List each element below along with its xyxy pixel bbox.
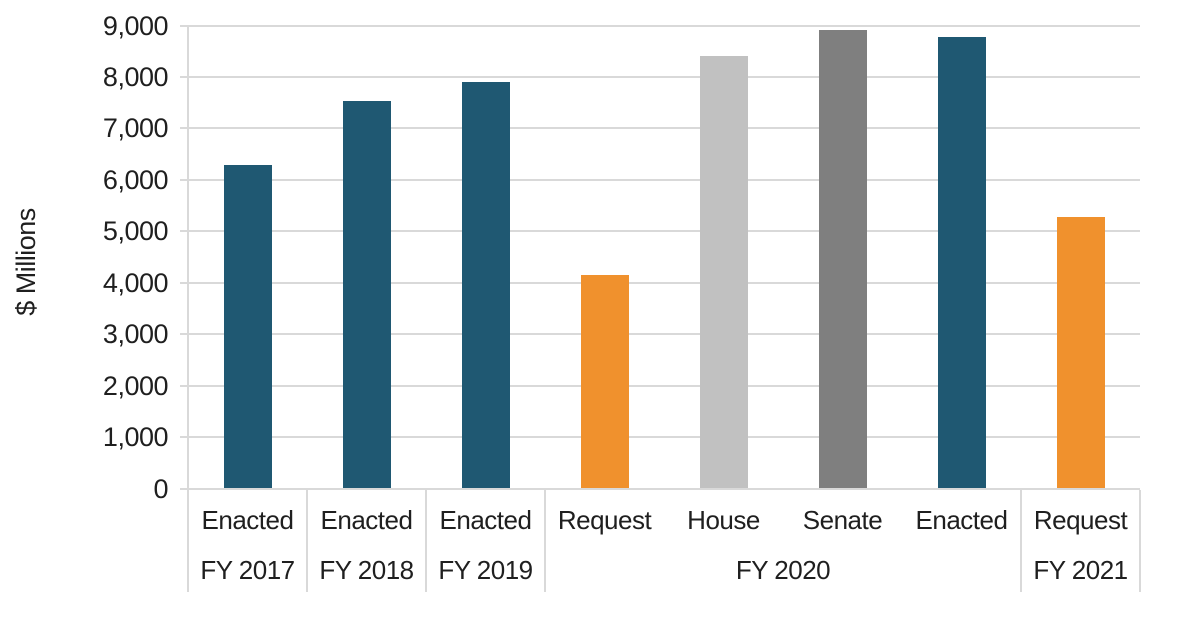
bar-enacted-1 [223,164,272,489]
category-label: Senate [802,505,883,535]
category-label: Request [1033,505,1128,535]
bar-enacted-2 [342,101,391,489]
y-tick-label: 1,000 [102,422,169,453]
y-tick-label: 2,000 [102,370,169,401]
gridline-8000 [180,75,1140,78]
group-label: FY 2019 [438,555,533,585]
gridline-6000 [180,178,1140,181]
category-label: Enacted [439,505,532,535]
group-label: FY 2021 [1033,555,1128,585]
y-tick-label: 8,000 [102,61,169,92]
gridline-3000 [180,333,1140,336]
y-tick-label: 4,000 [102,267,169,298]
gridline-9000 [180,24,1140,27]
gridline-7000 [180,127,1140,130]
axis-band-divider [425,490,427,592]
gridline-0 [180,487,1140,490]
axis-band-divider [187,490,189,592]
group-label: FY 2020 [735,555,831,585]
axis-band-divider [1139,490,1141,592]
axis-band-divider [306,490,308,592]
bar-request-8 [1056,216,1105,489]
bar-senate-6 [818,29,867,489]
group-label: FY 2018 [319,555,414,585]
y-axis-title: $ Millions [11,208,41,316]
y-tick-label: 9,000 [102,10,169,41]
category-label: House [687,505,760,535]
gridline-4000 [180,281,1140,284]
gridline-5000 [180,230,1140,233]
group-label: FY 2017 [200,555,295,585]
y-axis-line [187,25,189,490]
bar-house-5 [699,55,748,489]
category-label: Enacted [915,505,1008,535]
bar-enacted-3 [461,82,510,489]
y-tick-label: 3,000 [102,319,169,350]
y-tick-label: 7,000 [102,113,169,144]
bar-request-4 [580,275,629,489]
gridline-1000 [180,436,1140,439]
y-tick-label: 5,000 [102,216,169,247]
category-label: Request [557,505,652,535]
category-label: Enacted [320,505,413,535]
category-label: Enacted [201,505,294,535]
y-tick-label: 6,000 [102,164,169,195]
gridline-2000 [180,384,1140,387]
axis-band-divider [544,490,546,592]
y-tick-label: 0 [153,473,168,504]
axis-band-divider [1020,490,1022,592]
bar-enacted-7 [937,36,986,489]
